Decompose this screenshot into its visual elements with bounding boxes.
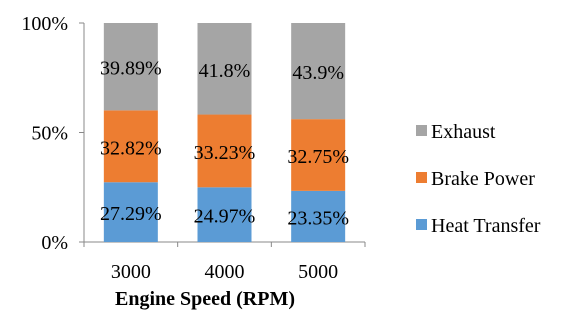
legend-swatch [416,219,427,230]
bar-segment [197,187,252,242]
data-label: 24.97% [194,206,256,228]
y-tick-label: 50% [31,123,68,145]
bar-segment [291,190,346,242]
legend: Exhaust Brake Power Heat Transfer [416,121,541,237]
bar-segment [291,119,346,191]
data-label: 27.29% [100,203,162,225]
bar-segment [103,23,158,111]
y-tick-label: 100% [21,13,68,35]
data-label: 41.8% [199,60,251,82]
x-tick-label: 5000 [298,261,338,283]
x-tick-label: 3000 [111,261,151,283]
bar-segment [291,23,346,120]
x-axis-title: Engine Speed (RPM) [115,288,295,310]
y-tick-label: 0% [41,232,68,254]
legend-swatch [416,125,427,136]
data-label: 39.89% [100,58,162,80]
data-label: 32.82% [100,137,162,159]
data-label: 23.35% [287,207,349,229]
data-label: 43.9% [292,62,344,84]
data-label: 33.23% [194,142,256,164]
x-tick-label: 4000 [205,261,245,283]
legend-label: Heat Transfer [431,215,541,237]
bar-segment [103,182,158,242]
plot-area: 0% 50% 100% 27.29% 32.82% 39.89% 3000 24.97% 33.… [21,13,366,283]
legend-swatch [416,172,427,183]
legend-label: Brake Power [431,168,535,190]
bar-segment [103,110,158,183]
bar-segment [197,23,252,115]
bar-segment [197,114,252,188]
data-label: 32.75% [287,146,349,168]
legend-label: Exhaust [431,121,496,143]
